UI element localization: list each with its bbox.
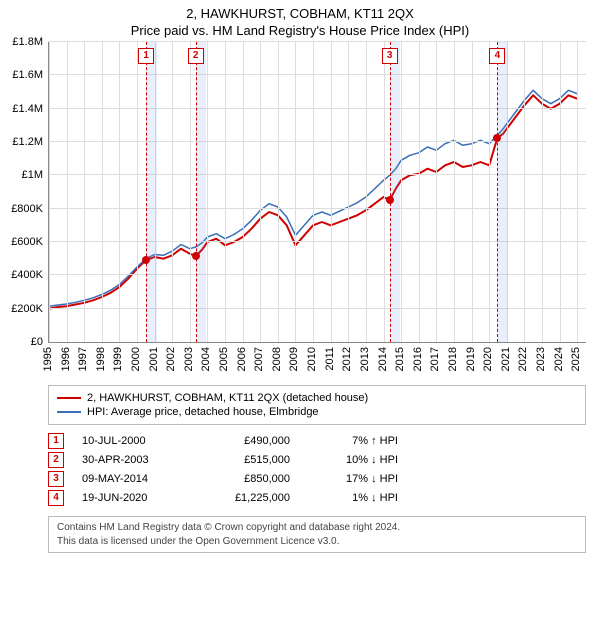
event-marker-on-chart: 1 [138,48,154,64]
event-marker-on-chart: 2 [188,48,204,64]
x-tick-label: 1997 [77,347,89,371]
event-diff: 7% ↑ HPI [308,435,398,447]
x-tick-label: 2024 [553,347,565,371]
x-tick-label: 1996 [60,347,72,371]
event-marker-box: 3 [48,471,64,487]
y-tick-label: £1.2M [12,136,43,148]
x-tick-label: 1998 [95,347,107,371]
x-tick-label: 2017 [429,347,441,371]
y-tick-label: £400K [11,269,43,281]
x-tick-label: 2021 [500,347,512,371]
x-tick-label: 2005 [218,347,230,371]
event-row: 1 10-JUL-2000 £490,000 7% ↑ HPI [48,433,586,449]
y-tick-label: £800K [11,203,43,215]
y-tick-label: £1.4M [12,103,43,115]
x-tick-label: 2015 [394,347,406,371]
event-dot [192,252,200,260]
legend-swatch [57,411,81,413]
events-table: 1 10-JUL-2000 £490,000 7% ↑ HPI 2 30-APR… [48,433,586,506]
y-tick-label: £1M [22,169,43,181]
y-tick-label: £1.6M [12,69,43,81]
event-marker-box: 1 [48,433,64,449]
x-tick-label: 2022 [517,347,529,371]
event-diff: 1% ↓ HPI [308,492,398,504]
chart-title-line2: Price paid vs. HM Land Registry's House … [0,23,600,38]
x-tick-label: 2010 [306,347,318,371]
event-marker-on-chart: 3 [382,48,398,64]
x-tick-label: 2002 [165,347,177,371]
event-date: 30-APR-2003 [82,454,182,466]
x-tick-label: 2025 [570,347,582,371]
legend-label: HPI: Average price, detached house, Elmb… [87,406,319,418]
event-price: £490,000 [200,435,290,447]
x-tick-label: 2011 [324,347,336,371]
legend-item: 2, HAWKHURST, COBHAM, KT11 2QX (detached… [57,392,577,404]
legend-label: 2, HAWKHURST, COBHAM, KT11 2QX (detached… [87,392,368,404]
event-marker-on-chart: 4 [489,48,505,64]
legend-item: HPI: Average price, detached house, Elmb… [57,406,577,418]
x-tick-label: 2023 [535,347,547,371]
event-diff: 17% ↓ HPI [308,473,398,485]
event-dot [142,256,150,264]
x-tick-label: 2004 [200,347,212,371]
chart-container: 2, HAWKHURST, COBHAM, KT11 2QX Price pai… [0,6,600,553]
x-tick-label: 2007 [253,347,265,371]
x-tick-label: 2018 [447,347,459,371]
event-date: 19-JUN-2020 [82,492,182,504]
x-tick-label: 2013 [359,347,371,371]
y-tick-label: £1.8M [12,36,43,48]
event-dot [386,196,394,204]
x-tick-label: 2020 [482,347,494,371]
chart-legend: 2, HAWKHURST, COBHAM, KT11 2QX (detached… [48,385,586,425]
event-price: £1,225,000 [200,492,290,504]
legend-swatch [57,397,81,399]
event-marker-box: 2 [48,452,64,468]
footer-line: This data is licensed under the Open Gov… [57,535,577,549]
event-row: 4 19-JUN-2020 £1,225,000 1% ↓ HPI [48,490,586,506]
x-tick-label: 2006 [236,347,248,371]
x-tick-label: 1995 [42,347,54,371]
footer-line: Contains HM Land Registry data © Crown c… [57,521,577,535]
event-dot [493,134,501,142]
event-marker-box: 4 [48,490,64,506]
x-tick-label: 2019 [465,347,477,371]
chart-footer: Contains HM Land Registry data © Crown c… [48,516,586,553]
event-price: £850,000 [200,473,290,485]
x-tick-label: 2009 [288,347,300,371]
event-date: 09-MAY-2014 [82,473,182,485]
event-diff: 10% ↓ HPI [308,454,398,466]
x-tick-label: 2012 [341,347,353,371]
y-tick-label: £600K [11,236,43,248]
x-tick-label: 2014 [377,347,389,371]
x-tick-label: 2000 [130,347,142,371]
event-date: 10-JUL-2000 [82,435,182,447]
x-tick-label: 2016 [412,347,424,371]
x-axis-ticks: 1995199619971998199920002001200220032004… [48,343,586,379]
x-tick-label: 2003 [183,347,195,371]
event-price: £515,000 [200,454,290,466]
x-tick-label: 2008 [271,347,283,371]
event-row: 2 30-APR-2003 £515,000 10% ↓ HPI [48,452,586,468]
y-tick-label: £200K [11,303,43,315]
chart-plot-area: £0£200K£400K£600K£800K£1M£1.2M£1.4M£1.6M… [48,42,586,343]
x-tick-label: 2001 [148,347,160,371]
chart-title-line1: 2, HAWKHURST, COBHAM, KT11 2QX [0,6,600,21]
event-row: 3 09-MAY-2014 £850,000 17% ↓ HPI [48,471,586,487]
x-tick-label: 1999 [112,347,124,371]
